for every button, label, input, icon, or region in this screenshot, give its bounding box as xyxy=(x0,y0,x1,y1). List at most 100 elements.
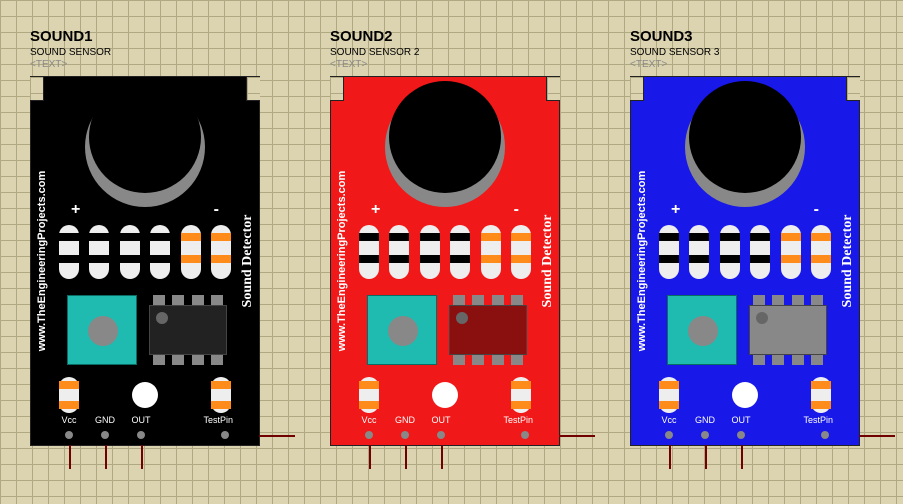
module-sound2: SOUND2SOUND SENSOR 2<TEXT>+-VccGNDOUTTes… xyxy=(330,28,590,446)
pcb-board[interactable]: +-VccGNDOUTTestPinwww.TheEngineeringProj… xyxy=(30,76,260,446)
pin-wire[interactable] xyxy=(441,445,443,469)
microphone-icon xyxy=(389,81,501,193)
board-notch xyxy=(30,77,44,101)
testpin-terminal[interactable] xyxy=(521,431,529,439)
component-subtitle: SOUND SENSOR 3 xyxy=(630,47,890,58)
pot-knob-icon xyxy=(88,316,118,346)
pin-label-gnd: GND xyxy=(93,415,117,425)
testpin-wire[interactable] xyxy=(859,435,895,437)
pin-terminal[interactable] xyxy=(401,431,409,439)
pin-terminal[interactable] xyxy=(665,431,673,439)
pin-terminal[interactable] xyxy=(701,431,709,439)
component-id: SOUND2 xyxy=(330,28,590,45)
resistor-icon xyxy=(211,225,231,279)
board-url-label: www.TheEngineeringProjects.com xyxy=(36,146,48,376)
pin-label-testpin: TestPin xyxy=(503,415,533,425)
board-notch xyxy=(546,77,560,101)
resistor-icon xyxy=(420,225,440,279)
ic-chip-icon xyxy=(449,295,527,365)
capacitor-icon xyxy=(659,377,679,413)
mounting-hole-icon xyxy=(732,382,758,408)
mounting-hole-icon xyxy=(432,382,458,408)
resistor-icon xyxy=(59,225,79,279)
resistor-row xyxy=(359,225,531,279)
component-subtitle: SOUND SENSOR xyxy=(30,47,290,58)
pin-label-testpin: TestPin xyxy=(803,415,833,425)
pin-terminal[interactable] xyxy=(437,431,445,439)
board-product-label: Sound Detector xyxy=(540,196,556,326)
pin-wire[interactable] xyxy=(141,445,143,469)
component-placeholder: <TEXT> xyxy=(630,59,890,70)
board-notch xyxy=(630,77,644,101)
pin-terminal[interactable] xyxy=(737,431,745,439)
pin-label-vcc: Vcc xyxy=(657,415,681,425)
pot-knob-icon xyxy=(688,316,718,346)
pcb-board[interactable]: +-VccGNDOUTTestPinwww.TheEngineeringProj… xyxy=(330,76,560,446)
mounting-hole-icon xyxy=(132,382,158,408)
pin-label-testpin: TestPin xyxy=(203,415,233,425)
resistor-icon xyxy=(511,225,531,279)
component-id: SOUND1 xyxy=(30,28,290,45)
pin-wire[interactable] xyxy=(405,445,407,469)
resistor-icon xyxy=(481,225,501,279)
resistor-icon xyxy=(720,225,740,279)
pin-labels: VccGNDOUT xyxy=(57,415,153,425)
board-notch xyxy=(246,77,260,101)
pin-labels: VccGNDOUT xyxy=(357,415,453,425)
testpin-wire[interactable] xyxy=(259,435,295,437)
capacitor-row xyxy=(59,377,231,413)
pin-label-out: OUT xyxy=(129,415,153,425)
pin-wire[interactable] xyxy=(105,445,107,469)
capacitor-icon xyxy=(511,377,531,413)
resistor-icon xyxy=(781,225,801,279)
potentiometer-icon xyxy=(667,295,737,365)
resistor-icon xyxy=(89,225,109,279)
resistor-icon xyxy=(450,225,470,279)
pcb-board[interactable]: +-VccGNDOUTTestPinwww.TheEngineeringProj… xyxy=(630,76,860,446)
resistor-icon xyxy=(359,225,379,279)
pin-terminal[interactable] xyxy=(137,431,145,439)
component-id: SOUND3 xyxy=(630,28,890,45)
resistor-icon xyxy=(120,225,140,279)
pin-wire[interactable] xyxy=(369,445,371,469)
board-notch xyxy=(330,77,344,101)
capacitor-icon xyxy=(211,377,231,413)
resistor-icon xyxy=(150,225,170,279)
resistor-row xyxy=(659,225,831,279)
capacitor-icon xyxy=(811,377,831,413)
resistor-icon xyxy=(750,225,770,279)
resistor-icon xyxy=(811,225,831,279)
board-url-label: www.TheEngineeringProjects.com xyxy=(636,146,648,376)
component-subtitle: SOUND SENSOR 2 xyxy=(330,47,590,58)
polarity-minus: - xyxy=(514,201,519,219)
potentiometer-icon xyxy=(67,295,137,365)
capacitor-icon xyxy=(59,377,79,413)
resistor-icon xyxy=(689,225,709,279)
pin-label-out: OUT xyxy=(729,415,753,425)
capacitor-icon xyxy=(359,377,379,413)
board-notch xyxy=(846,77,860,101)
pin-label-out: OUT xyxy=(429,415,453,425)
board-url-label: www.TheEngineeringProjects.com xyxy=(336,146,348,376)
component-placeholder: <TEXT> xyxy=(330,59,590,70)
pin-wire[interactable] xyxy=(705,445,707,469)
pin-wire[interactable] xyxy=(69,445,71,469)
module-sound1: SOUND1SOUND SENSOR<TEXT>+-VccGNDOUTTestP… xyxy=(30,28,290,446)
polarity-plus: + xyxy=(671,201,680,219)
microphone-icon xyxy=(689,81,801,193)
pin-terminal[interactable] xyxy=(65,431,73,439)
capacitor-row xyxy=(659,377,831,413)
pin-terminal[interactable] xyxy=(365,431,373,439)
pin-label-vcc: Vcc xyxy=(357,415,381,425)
polarity-plus: + xyxy=(71,201,80,219)
pot-knob-icon xyxy=(388,316,418,346)
testpin-terminal[interactable] xyxy=(221,431,229,439)
pin-wire[interactable] xyxy=(669,445,671,469)
testpin-wire[interactable] xyxy=(559,435,595,437)
pin-label-gnd: GND xyxy=(693,415,717,425)
pin-wire[interactable] xyxy=(741,445,743,469)
testpin-terminal[interactable] xyxy=(821,431,829,439)
pin-terminal[interactable] xyxy=(101,431,109,439)
pin-labels: Vcc GND OUT xyxy=(657,415,753,425)
resistor-icon xyxy=(389,225,409,279)
